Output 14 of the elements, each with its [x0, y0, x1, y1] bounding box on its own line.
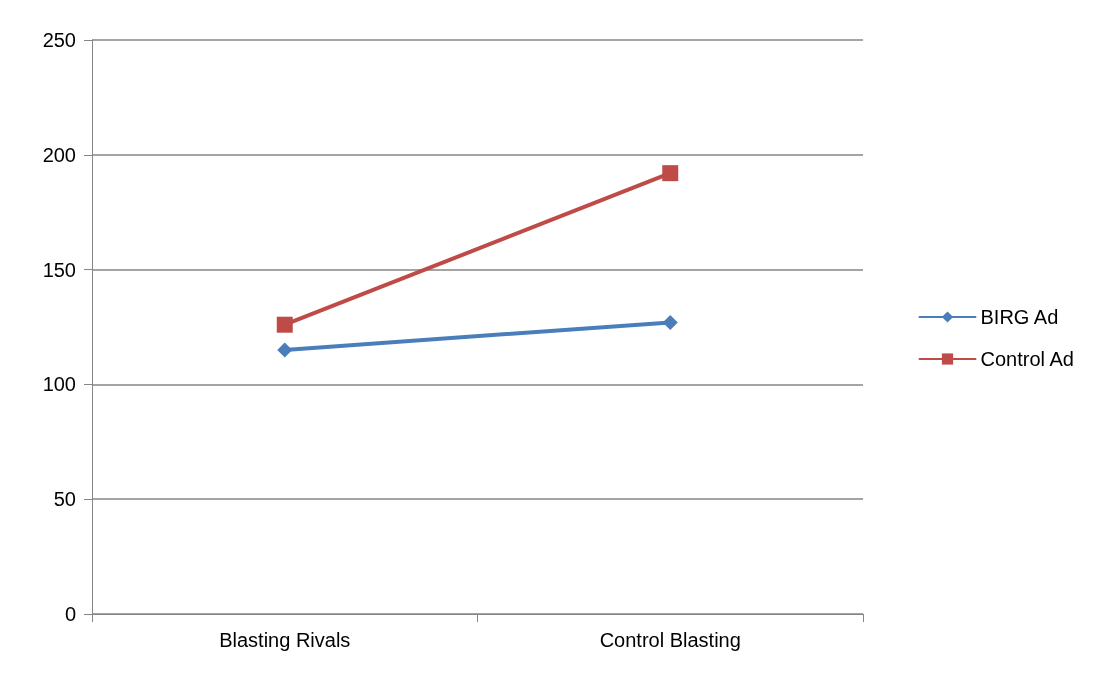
- y-tick-label: 0: [64, 603, 76, 625]
- legend-label: Control Ad: [980, 348, 1074, 370]
- y-tick-label: 200: [42, 143, 76, 166]
- point: [662, 165, 679, 182]
- point: [276, 316, 293, 333]
- point: [662, 314, 678, 330]
- x-tick-label: Blasting Rivals: [219, 629, 351, 651]
- y-tick-label: 100: [42, 373, 76, 396]
- x-tick-label: Control Blasting: [599, 629, 741, 651]
- y-tick-label: 250: [42, 29, 76, 51]
- point: [277, 342, 293, 358]
- y-tick-label: 150: [42, 258, 76, 281]
- y-tick-label: 50: [53, 488, 76, 511]
- legend-label: BIRG Ad: [980, 306, 1059, 328]
